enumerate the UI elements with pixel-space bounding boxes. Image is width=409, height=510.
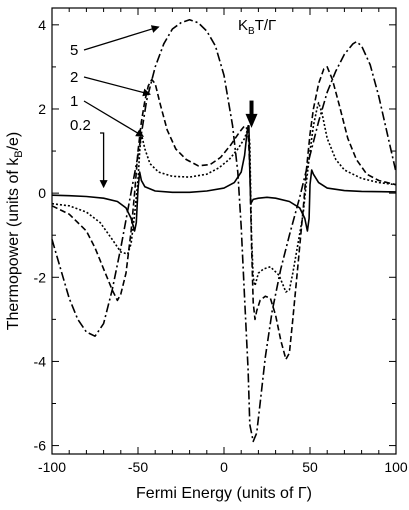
- legend: KBT/Γ 5 2 1 0.2: [70, 17, 276, 134]
- x-tick-label: -100: [38, 459, 66, 475]
- y-tick-label: -2: [34, 269, 47, 285]
- x-axis-label: Fermi Energy (units of Γ): [136, 485, 312, 502]
- x-axis-ticks: -100 -50 0 50 100: [38, 8, 408, 475]
- x-tick-label: 50: [302, 459, 318, 475]
- feature-arrow-head: [245, 113, 258, 128]
- y-axis-label: Thermopower (units of kB/e): [5, 132, 25, 331]
- y-tick-label: 4: [38, 17, 46, 33]
- y-tick-label: 2: [38, 101, 46, 117]
- y-tick-label: 0: [38, 185, 46, 201]
- legend-arrow-1: [83, 100, 145, 137]
- legend-label-1: 1: [70, 93, 78, 110]
- legend-arrow-0_2: [99, 132, 108, 189]
- series-line-5: [51, 19, 397, 443]
- y-tick-label: -6: [34, 438, 47, 454]
- series-line-2: [51, 66, 397, 361]
- y-axis-ticks: -6 -4 -2 0 2 4: [34, 17, 396, 454]
- legend-arrows: [83, 25, 258, 189]
- x-tick-label: -50: [128, 459, 148, 475]
- series-line-0_2: [51, 125, 397, 232]
- series-line-1: [51, 101, 397, 293]
- x-tick-label: 0: [220, 459, 228, 475]
- legend-arrow-2: [83, 76, 152, 97]
- legend-arrow-5: [83, 25, 160, 51]
- series-lines: [51, 19, 397, 443]
- y-tick-label: -4: [34, 353, 47, 369]
- legend-label-5: 5: [70, 42, 78, 59]
- x-tick-label: 100: [384, 459, 408, 475]
- legend-label-0_2: 0.2: [70, 117, 91, 134]
- legend-label-2: 2: [70, 69, 78, 86]
- legend-title: KBT/Γ: [238, 17, 276, 37]
